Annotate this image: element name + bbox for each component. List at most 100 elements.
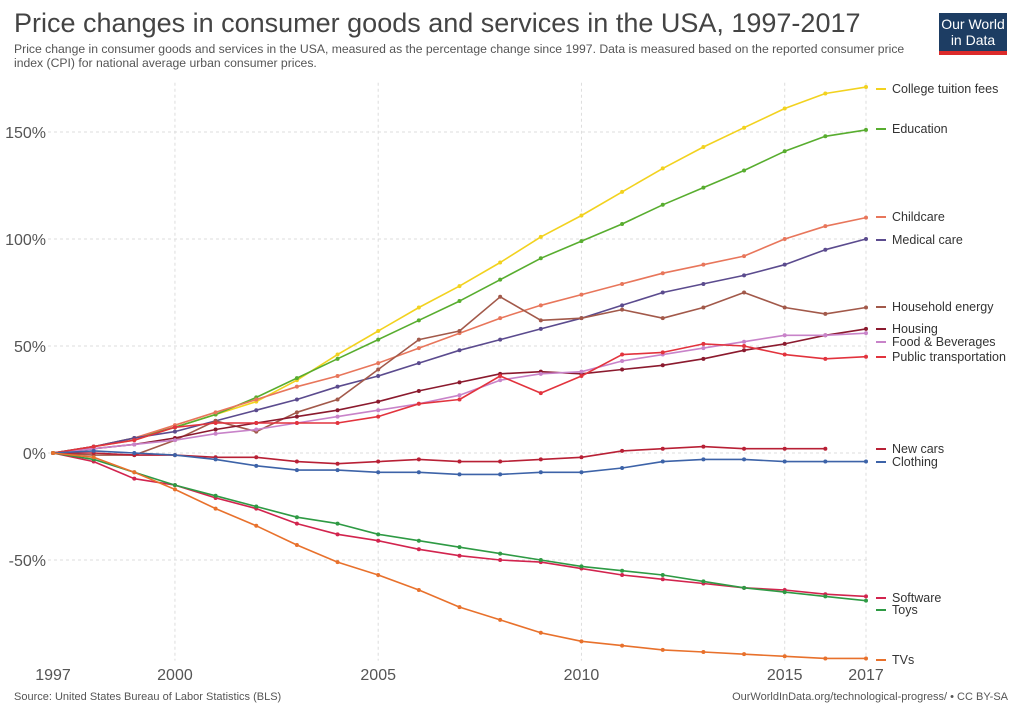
data-point bbox=[742, 344, 747, 348]
data-point bbox=[457, 329, 462, 334]
data-point bbox=[579, 470, 584, 475]
x-tick-label: 1997 bbox=[35, 667, 71, 684]
data-point bbox=[498, 260, 503, 265]
owid-logo[interactable]: Our World in Data bbox=[939, 13, 1007, 55]
data-point bbox=[416, 547, 421, 552]
data-point bbox=[294, 515, 299, 520]
data-point bbox=[660, 647, 665, 652]
y-tick-label: 150% bbox=[5, 125, 46, 142]
data-point bbox=[742, 457, 747, 462]
data-point bbox=[782, 237, 787, 241]
data-point bbox=[213, 410, 218, 415]
data-point bbox=[620, 448, 625, 453]
data-point bbox=[416, 305, 421, 310]
data-point bbox=[620, 568, 625, 573]
data-point bbox=[335, 373, 340, 378]
data-point bbox=[538, 391, 543, 396]
data-point bbox=[579, 455, 584, 460]
data-point bbox=[172, 438, 177, 443]
data-point bbox=[782, 305, 787, 310]
data-point bbox=[416, 337, 421, 342]
data-point bbox=[864, 459, 868, 464]
data-point bbox=[254, 463, 259, 468]
legend-label: Housing bbox=[892, 322, 938, 336]
data-point bbox=[132, 451, 137, 455]
data-point bbox=[538, 371, 543, 376]
data-point bbox=[823, 224, 828, 229]
data-point bbox=[172, 483, 177, 488]
data-point bbox=[294, 397, 299, 402]
data-point bbox=[660, 459, 665, 464]
data-point bbox=[742, 348, 747, 353]
data-point bbox=[620, 222, 625, 227]
data-point bbox=[864, 326, 868, 331]
data-point bbox=[660, 363, 665, 368]
data-point bbox=[457, 545, 462, 550]
data-point bbox=[376, 367, 381, 372]
data-point bbox=[457, 284, 462, 289]
data-point bbox=[335, 461, 340, 466]
y-tick-label: -50% bbox=[9, 553, 46, 570]
data-point bbox=[294, 459, 299, 464]
data-point bbox=[864, 305, 868, 310]
data-point bbox=[782, 352, 787, 357]
data-point bbox=[660, 290, 665, 295]
data-point bbox=[498, 277, 503, 282]
data-point bbox=[335, 414, 340, 419]
data-point bbox=[660, 572, 665, 577]
data-point bbox=[335, 421, 340, 426]
data-point bbox=[213, 421, 218, 426]
data-point bbox=[376, 373, 381, 378]
data-point bbox=[579, 369, 584, 374]
legend-label: Household energy bbox=[892, 300, 994, 314]
data-point bbox=[416, 388, 421, 393]
data-point bbox=[864, 85, 868, 90]
data-point bbox=[579, 239, 584, 244]
data-point bbox=[254, 504, 259, 509]
data-point bbox=[172, 453, 177, 458]
x-tick-label: 2017 bbox=[848, 667, 884, 684]
data-point bbox=[701, 346, 706, 351]
data-point bbox=[782, 654, 787, 659]
credit-link[interactable]: OurWorldInData.org/technological-progres… bbox=[732, 691, 1008, 703]
data-point bbox=[538, 630, 543, 635]
data-point bbox=[457, 299, 462, 304]
data-point bbox=[457, 397, 462, 402]
data-point bbox=[132, 470, 137, 475]
data-point bbox=[254, 523, 259, 528]
data-point bbox=[416, 457, 421, 462]
data-point bbox=[416, 318, 421, 323]
data-point bbox=[172, 487, 177, 492]
data-point bbox=[91, 455, 96, 460]
data-point bbox=[823, 446, 828, 451]
legend-label: College tuition fees bbox=[892, 82, 998, 96]
data-point bbox=[91, 444, 96, 449]
data-point bbox=[579, 639, 584, 644]
data-point bbox=[701, 185, 706, 190]
data-point bbox=[701, 305, 706, 310]
data-point bbox=[620, 352, 625, 357]
data-point bbox=[457, 393, 462, 398]
data-point bbox=[864, 594, 868, 599]
legend-label: Childcare bbox=[892, 210, 945, 224]
data-point bbox=[457, 348, 462, 353]
data-point bbox=[498, 337, 503, 342]
source-note: Source: United States Bureau of Labor St… bbox=[14, 691, 282, 703]
data-point bbox=[864, 354, 868, 359]
data-point bbox=[335, 408, 340, 413]
data-point bbox=[294, 410, 299, 415]
data-point bbox=[132, 476, 137, 481]
legend-label: TVs bbox=[892, 653, 914, 667]
data-point bbox=[701, 356, 706, 361]
data-point bbox=[538, 318, 543, 323]
data-point bbox=[742, 125, 747, 130]
data-point bbox=[376, 572, 381, 577]
data-point bbox=[782, 333, 787, 338]
data-point bbox=[335, 560, 340, 565]
data-point bbox=[294, 414, 299, 419]
data-point bbox=[620, 307, 625, 312]
data-point bbox=[579, 373, 584, 378]
data-point bbox=[254, 455, 259, 460]
data-point bbox=[864, 598, 868, 603]
data-point bbox=[376, 329, 381, 334]
